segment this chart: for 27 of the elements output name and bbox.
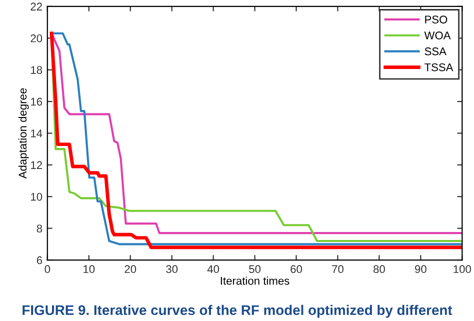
- x-tick-label: 70: [332, 265, 344, 274]
- y-tick-label: 22: [30, 2, 42, 10]
- caption: FIGURE 9. Iterative curves of the RF model optimized by different: [22, 304, 452, 318]
- x-tick-label: 0: [44, 265, 50, 274]
- y-tick-label: 14: [31, 130, 42, 138]
- y-axis-title: Adaptation degree: [18, 88, 29, 179]
- y-tick-label: 16: [31, 98, 42, 106]
- x-tick-label: 20: [124, 265, 136, 274]
- x-tick-label: 80: [374, 265, 385, 274]
- y-tick-label: 20: [30, 34, 42, 42]
- y-tick-label: 8: [36, 224, 42, 232]
- x-tick-label: 50: [249, 265, 261, 274]
- x-tick-label: 30: [166, 265, 178, 274]
- x-tick-label: 60: [290, 265, 302, 274]
- y-tick-label: 12: [31, 161, 42, 169]
- y-tick-label: 6: [36, 256, 42, 264]
- x-axis-title: Iteration times: [220, 276, 290, 285]
- legend-label: WOA: [424, 32, 451, 40]
- legend-label: TSSA: [424, 63, 454, 72]
- legend-label: PSO: [425, 16, 448, 24]
- x-tick-label: 40: [207, 265, 220, 274]
- x-tick-label: 100: [454, 265, 471, 274]
- y-tick-label: 18: [31, 66, 42, 74]
- x-tick-label: 10: [84, 265, 95, 274]
- legend-label: SSA: [424, 47, 446, 56]
- y-tick-label: 10: [31, 192, 42, 201]
- x-tick-label: 90: [415, 265, 426, 274]
